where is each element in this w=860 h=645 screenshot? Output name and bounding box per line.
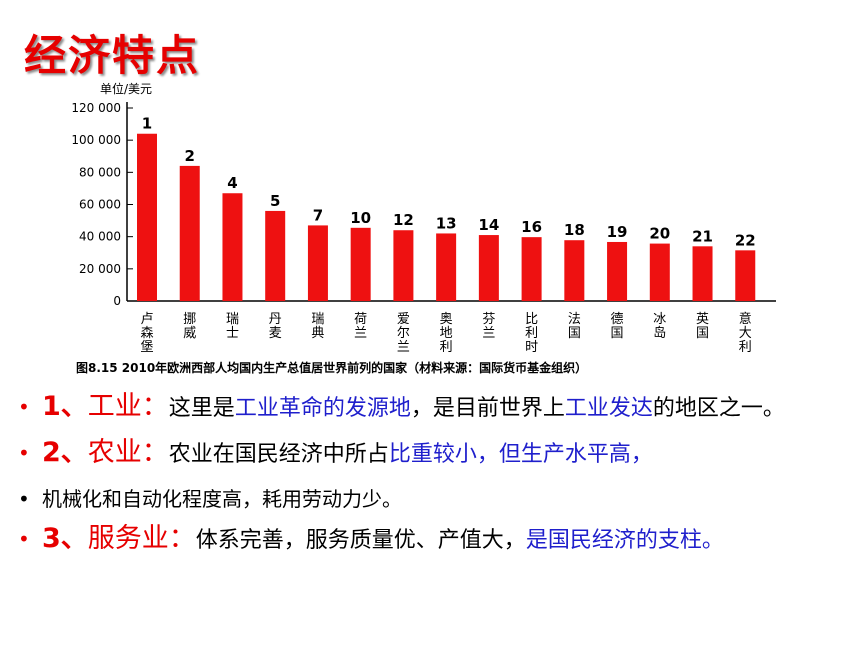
rank-label: 1 (142, 115, 152, 133)
category-label: 卢森堡 (140, 311, 153, 355)
rank-label: 2 (185, 147, 195, 165)
rank-label: 13 (436, 214, 457, 232)
bar (478, 235, 499, 301)
category-label: 荷兰 (354, 312, 367, 341)
chart-caption: 图8.15 2010年欧洲西部人均国内生产总值居世界前列的国家（材料来源：国际货… (76, 360, 587, 375)
rank-label: 12 (393, 211, 414, 229)
bar (692, 246, 713, 301)
bullet-dot: • (18, 441, 30, 465)
y-tick-label: 40 000 (79, 230, 121, 244)
bullet-text: 体系完善，服务质量优、产值大，是国民经济的支柱。 (196, 528, 724, 553)
rank-label: 18 (564, 221, 585, 239)
bar (137, 133, 157, 301)
rank-label: 7 (313, 206, 323, 224)
bullet-services: • 3、服务业：体系完善，服务质量优、产值大，是国民经济的支柱。 (18, 522, 848, 558)
bar (564, 240, 585, 301)
bullet-number: 2、 (42, 437, 88, 468)
bar (265, 210, 286, 301)
bullet-text: 这里是工业革命的发源地，是目前世界上工业发达的地区之一。 (169, 396, 785, 421)
rank-label: 19 (607, 223, 628, 241)
bar (307, 225, 328, 301)
text-highlight: 工业发达 (564, 396, 653, 421)
bullet-text: 农业在国民经济中所占比重较小，但生产水平高， (169, 442, 653, 467)
category-label: 比利时 (525, 312, 538, 355)
bullet-dot: • (18, 527, 30, 551)
bar (521, 237, 542, 301)
y-tick-label: 80 000 (79, 165, 121, 179)
bar (350, 227, 371, 301)
rank-label: 20 (649, 225, 670, 243)
category-label: 奥地利 (440, 312, 453, 355)
bar (179, 165, 200, 301)
category-label: 瑞士 (226, 312, 239, 341)
bar (735, 250, 756, 301)
sector-label: 服务业： (87, 523, 196, 554)
rank-label: 5 (270, 192, 280, 210)
y-tick-label: 20 000 (79, 262, 121, 276)
category-label: 芬兰 (482, 312, 495, 341)
rank-label: 21 (692, 227, 713, 245)
text-highlight: 工业革命的发源地 (234, 396, 411, 421)
y-tick-label: 60 000 (79, 198, 121, 212)
rank-label: 22 (735, 231, 756, 249)
bar (649, 243, 670, 301)
text-segment: 体系完善，服务质量优、产值大， (195, 528, 526, 553)
slide-title: 经济特点 (24, 31, 201, 80)
bars (137, 133, 756, 301)
category-label: 法国 (568, 312, 581, 341)
text-segment: 的地区之一。 (652, 396, 785, 421)
bullet-list: • 1、工业：这里是工业革命的发源地，是目前世界上工业发达的地区之一。 • 2、… (18, 390, 848, 568)
category-label: 英国 (696, 312, 709, 341)
category-label: 意大利 (739, 311, 752, 355)
sector-label: 工业： (87, 391, 169, 422)
category-label: 德国 (611, 312, 624, 341)
y-ticks: 0 20 000 40 000 60 000 80 000 100 000 120 000 (71, 101, 133, 308)
bar (393, 230, 414, 301)
category-label: 瑞典 (311, 312, 324, 341)
bar (607, 241, 628, 301)
rank-label: 10 (350, 209, 371, 227)
category-label: 冰岛 (653, 312, 666, 341)
rank-label: 4 (227, 174, 237, 192)
y-tick-label: 120 000 (71, 101, 121, 115)
bar (222, 193, 243, 301)
text-highlight: 是国民经济的支柱。 (525, 528, 724, 553)
bullet-number: 1、 (42, 391, 88, 422)
y-tick-label: 100 000 (71, 133, 121, 147)
bullet-number: 3、 (42, 523, 88, 554)
text-segment: 农业在国民经济中所占 (168, 442, 389, 467)
bullet-mechanization: • 机械化和自动化程度高，耗用劳动力少。 (18, 482, 848, 516)
category-label: 丹麦 (269, 312, 282, 341)
category-label: 爱尔兰 (397, 312, 410, 355)
y-axis-label: 单位/美元 (100, 81, 152, 96)
bullet-text: 机械化和自动化程度高，耗用劳动力少。 (42, 487, 402, 511)
text-highlight: 比重较小，但生产水平高， (388, 442, 653, 467)
bullet-agriculture: • 2、农业：农业在国民经济中所占比重较小，但生产水平高， (18, 436, 848, 472)
text-segment: 这里是 (168, 396, 235, 421)
bar (436, 233, 457, 301)
bullet-dot: • (18, 487, 30, 511)
y-tick-label: 0 (113, 294, 121, 308)
text-segment: ，是目前世界上 (410, 396, 565, 421)
rank-label: 14 (478, 216, 499, 234)
bullet-industry: • 1、工业：这里是工业革命的发源地，是目前世界上工业发达的地区之一。 (18, 390, 848, 426)
bullet-dot: • (18, 395, 30, 419)
sector-label: 农业： (87, 437, 169, 468)
rank-label: 16 (521, 218, 542, 236)
category-label: 挪威 (183, 312, 196, 341)
